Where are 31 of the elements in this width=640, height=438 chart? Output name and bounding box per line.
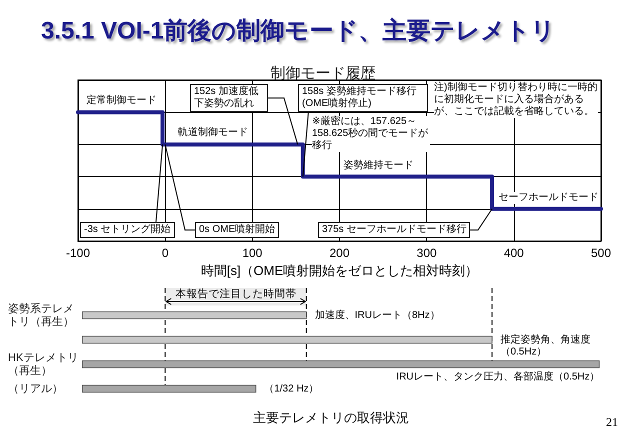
note-text: 軌道制御モード bbox=[178, 127, 248, 140]
series-label: 推定姿勢角、角速度（0.5Hz） bbox=[500, 333, 590, 358]
text: 21 bbox=[606, 415, 618, 429]
note-text: 定常制御モード bbox=[86, 95, 157, 108]
callout-box: -3s セトリング開始 bbox=[80, 222, 175, 238]
note-text: ※厳密には、157.625～158.625秒の間でモードが移行 bbox=[312, 116, 430, 152]
x-tick-label: 200 bbox=[329, 246, 350, 260]
x-tick-label: -100 bbox=[66, 246, 90, 260]
text: 主要テレメトリの取得状況 bbox=[253, 410, 409, 425]
x-axis-title: 時間[s]（OME噴射開始をゼロとした相対時刻） bbox=[200, 263, 478, 278]
series-label: （1/32 Hz） bbox=[264, 383, 319, 394]
chart-title: 3.5.1 VOI-1前後の制御モード、主要テレメトリ bbox=[41, 16, 556, 44]
x-tick-label: 500 bbox=[590, 246, 612, 260]
chart-subtitle: 制御モード履歴 bbox=[270, 65, 376, 82]
callout-box: 152s 加速度低下姿勢の乱れ bbox=[190, 84, 268, 112]
band-label: 本報告で注目した時間帯 bbox=[175, 287, 296, 300]
note-text: 姿勢維持モード bbox=[344, 160, 414, 172]
y-tick-label: 姿勢系テレメトリ（再生） bbox=[8, 302, 74, 328]
x-tick-label: 300 bbox=[416, 246, 437, 260]
y-tick-label: HKテレメトリ（再生） bbox=[8, 352, 78, 377]
callout-box: 375s セーフホールドモード移行 bbox=[318, 222, 470, 238]
callout-box: 158s 姿勢維持モード移行(OME噴射停止) bbox=[298, 84, 428, 112]
series-label: IRUレート、タンク圧力、各部温度（0.5Hz） bbox=[396, 370, 600, 383]
y-tick-label: （リアル） bbox=[8, 382, 63, 395]
note-text: 注)制御モード切り替わり時に一時的に初期化モードに入る場合があるが、ここでは記載を省略している。 bbox=[434, 82, 598, 118]
x-tick-label: 0 bbox=[162, 246, 169, 260]
note-text: セーフホールドモード bbox=[498, 192, 599, 204]
x-tick-label: 400 bbox=[504, 246, 524, 260]
series-label: 加速度、IRUレート（8Hz） bbox=[314, 308, 440, 321]
x-tick-label: 100 bbox=[242, 246, 263, 260]
callout-box: 0s OME噴射開始 bbox=[195, 222, 280, 238]
